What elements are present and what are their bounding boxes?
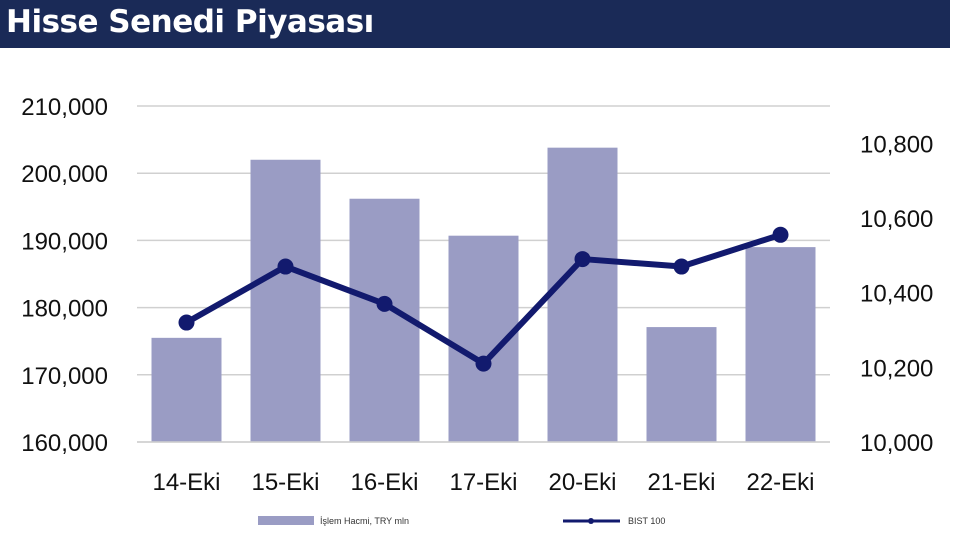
title-bar: Hisse Senedi Piyasası bbox=[0, 0, 950, 48]
y-right-tick-label: 10,200 bbox=[860, 355, 933, 382]
legend-swatch-bar bbox=[258, 516, 314, 525]
y-left-tick-label: 170,000 bbox=[21, 363, 108, 390]
x-tick-label: 15-Eki bbox=[251, 469, 319, 496]
bar bbox=[250, 159, 321, 442]
y-left-tick-label: 180,000 bbox=[21, 296, 108, 323]
legend-swatch-marker bbox=[588, 518, 594, 524]
line-point bbox=[376, 295, 393, 312]
y-right-tick-label: 10,600 bbox=[860, 206, 933, 233]
y-left-tick-label: 210,000 bbox=[21, 94, 108, 121]
line-point bbox=[673, 258, 690, 275]
y-left-tick-label: 200,000 bbox=[21, 161, 108, 188]
line-point bbox=[277, 258, 294, 275]
y-right-tick-label: 10,800 bbox=[860, 131, 933, 158]
line-point bbox=[475, 355, 492, 372]
x-tick-label: 21-Eki bbox=[647, 469, 715, 496]
x-tick-label: 14-Eki bbox=[152, 469, 220, 496]
x-tick-label: 20-Eki bbox=[548, 469, 616, 496]
line-point bbox=[574, 251, 591, 268]
y-right-tick-label: 10,000 bbox=[860, 430, 933, 457]
line-point bbox=[178, 314, 195, 331]
legend-label-line: BIST 100 bbox=[628, 516, 665, 526]
bar bbox=[547, 147, 618, 442]
x-tick-label: 17-Eki bbox=[449, 469, 517, 496]
legend-label-bar: İşlem Hacmi, TRY mln bbox=[320, 516, 409, 526]
bar bbox=[745, 247, 816, 442]
y-right-tick-label: 10,400 bbox=[860, 281, 933, 308]
bar bbox=[646, 327, 717, 442]
y-left-tick-label: 190,000 bbox=[21, 228, 108, 255]
line-point bbox=[772, 226, 789, 243]
page-title: Hisse Senedi Piyasası bbox=[6, 4, 374, 40]
x-tick-label: 22-Eki bbox=[746, 469, 814, 496]
y-left-tick-label: 160,000 bbox=[21, 430, 108, 457]
x-tick-label: 16-Eki bbox=[350, 469, 418, 496]
bar bbox=[151, 337, 222, 442]
